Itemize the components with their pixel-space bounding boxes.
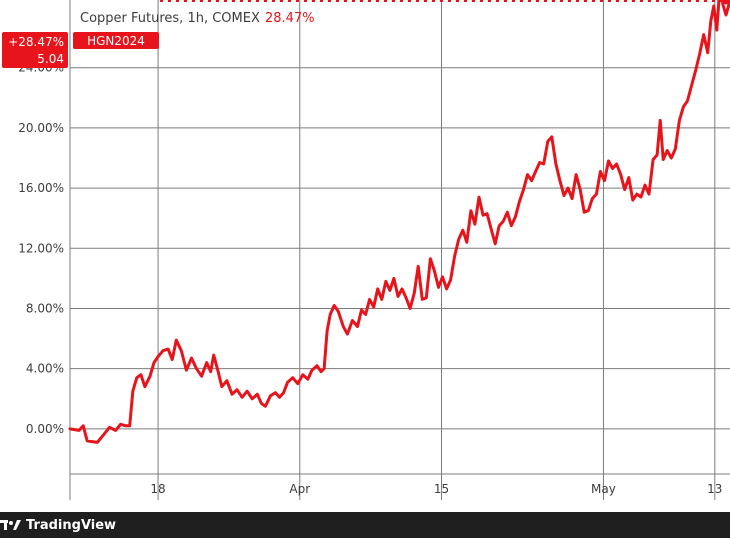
y-tick-label: 4.00% [26,362,64,376]
tradingview-logo[interactable]: TradingView [0,518,116,533]
price-tag-box [2,32,68,68]
price-tag-value: 5.04 [37,52,64,66]
x-axis-labels: 18 Apr 15 May 13 [150,482,722,496]
vertical-gridlines [69,0,716,500]
chart-title: Copper Futures, 1h, COMEX [80,11,260,26]
x-tick-label: Apr [289,482,310,496]
symbol-tag-box [73,32,159,49]
price-chart[interactable]: 0.00%4.00%8.00%12.00%16.00%20.00%24.00% … [0,0,730,512]
x-tick-label: 13 [707,482,722,496]
y-tick-label: 12.00% [18,241,64,255]
tradingview-logo-icon [0,520,21,530]
horizontal-gridlines [70,67,730,430]
y-axis-labels: 0.00%4.00%8.00%12.00%16.00%20.00%24.00% [18,61,64,436]
y-tick-label: 20.00% [18,121,64,135]
symbol-tag-label: HGN2024 [87,34,145,48]
y-tick-label: 0.00% [26,422,64,436]
x-tick-label: May [591,482,616,496]
footer-bar: TradingView [0,512,730,538]
x-tick-label: 18 [150,482,165,496]
y-tick-label: 16.00% [18,181,64,195]
y-tick-label: 8.00% [26,301,64,315]
price-tag-change: +28.47% [8,35,64,49]
tradingview-brand-text: TradingView [26,517,117,533]
header-change-value: 28.47% [265,11,315,26]
series-line-copper [68,0,730,444]
x-tick-label: 15 [434,482,449,496]
last-price-marker [722,0,730,5]
